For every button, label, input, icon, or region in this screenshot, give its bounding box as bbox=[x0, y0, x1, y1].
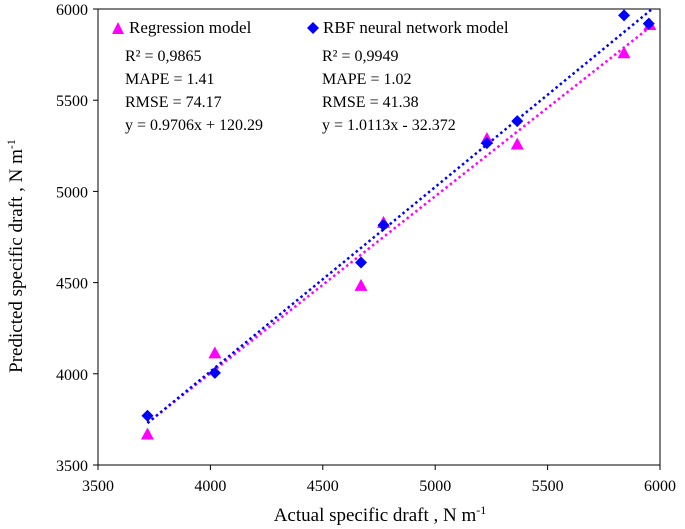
x-tick-label: 6000 bbox=[644, 478, 676, 495]
rbf-point bbox=[377, 219, 390, 232]
rbf-rmse: RMSE = 41.38 bbox=[322, 94, 419, 111]
legend: Regression model RBF neural network mode… bbox=[112, 18, 509, 37]
x-tick-label: 5000 bbox=[419, 478, 451, 495]
data-points bbox=[140, 9, 657, 440]
legend-marker-regression bbox=[112, 22, 124, 34]
regression-point bbox=[208, 346, 222, 359]
regression-point bbox=[617, 46, 631, 59]
rbf-r2: R² = 0,9949 bbox=[322, 48, 399, 65]
x-axis-title: Actual specific draft , N m-1 bbox=[274, 503, 487, 526]
rbf-point bbox=[642, 17, 655, 30]
x-tick-label: 5500 bbox=[532, 478, 564, 495]
x-axis: 3500 4000 4500 5000 5500 6000 bbox=[82, 465, 676, 495]
regression-trendline bbox=[146, 25, 652, 424]
regression-mape: MAPE = 1.41 bbox=[125, 71, 214, 88]
x-tick-label: 3500 bbox=[82, 478, 114, 495]
rbf-point bbox=[511, 115, 524, 128]
legend-label-regression: Regression model bbox=[129, 18, 252, 37]
regression-rmse: RMSE = 74.17 bbox=[125, 94, 222, 111]
regression-point bbox=[510, 137, 524, 150]
regression-point bbox=[140, 427, 154, 440]
y-axis-title: Predicted specific draft , N m-1 bbox=[4, 139, 27, 373]
y-tick-label: 4000 bbox=[56, 367, 88, 384]
y-tick-label: 3500 bbox=[56, 458, 88, 475]
regression-equation: y = 0.9706x + 120.29 bbox=[125, 117, 263, 134]
y-tick-label: 6000 bbox=[56, 2, 88, 19]
regression-point bbox=[354, 278, 368, 291]
x-tick-label: 4500 bbox=[307, 478, 339, 495]
regression-stats: R² = 0,9865 MAPE = 1.41 RMSE = 74.17 y =… bbox=[125, 48, 263, 134]
legend-label-rbf: RBF neural network model bbox=[323, 18, 509, 37]
y-tick-label: 5500 bbox=[56, 93, 88, 110]
rbf-point bbox=[618, 9, 631, 22]
y-tick-label: 5000 bbox=[56, 184, 88, 201]
trendlines bbox=[146, 8, 652, 425]
regression-r2: R² = 0,9865 bbox=[125, 48, 202, 65]
rbf-mape: MAPE = 1.02 bbox=[322, 71, 411, 88]
rbf-point bbox=[480, 137, 493, 150]
rbf-point bbox=[355, 256, 368, 269]
rbf-trendline bbox=[146, 8, 652, 425]
legend-marker-rbf bbox=[307, 22, 319, 34]
rbf-point bbox=[208, 366, 221, 379]
rbf-stats: R² = 0,9949 MAPE = 1.02 RMSE = 41.38 y =… bbox=[322, 48, 456, 134]
rbf-point bbox=[141, 409, 154, 422]
y-axis: 3500 4000 4500 5000 5500 6000 bbox=[56, 2, 98, 475]
x-tick-label: 4000 bbox=[194, 478, 226, 495]
y-tick-label: 4500 bbox=[56, 276, 88, 293]
rbf-equation: y = 1.0113x - 32.372 bbox=[322, 117, 456, 134]
